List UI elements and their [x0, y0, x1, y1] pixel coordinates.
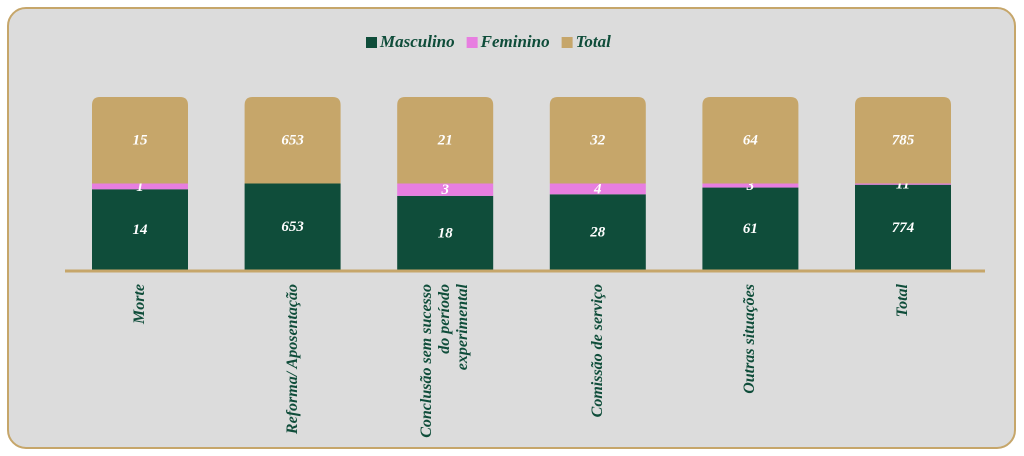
bar-segment [397, 183, 494, 196]
bar-segment [855, 183, 951, 185]
category-label: Outras situações [741, 284, 759, 394]
bar-segment [702, 187, 799, 270]
bar-segment [397, 97, 494, 184]
legend-swatch [561, 37, 573, 48]
category-label: Comissão de serviço [588, 284, 606, 418]
bar-segment [92, 183, 188, 190]
bar-segment [244, 183, 341, 270]
category-label: Reforma/ Aposentação [283, 284, 301, 435]
value-label: 785 [892, 133, 915, 149]
bar-segment [92, 97, 188, 184]
bar-segment [702, 97, 799, 184]
bar-segment [702, 183, 799, 188]
legend-swatch [466, 37, 478, 48]
category-label: Morte [131, 284, 148, 324]
bar-segment [549, 97, 646, 184]
value-label: 61 [743, 221, 758, 237]
value-label: 28 [589, 225, 606, 241]
category-label: Conclusão sem sucesso do período experim… [418, 284, 472, 438]
value-label: 4 [593, 181, 602, 197]
legend-label: Feminino [480, 32, 550, 51]
legend-label: Masculino [379, 32, 455, 51]
value-label: 3 [746, 178, 755, 194]
value-label: 3 [440, 182, 449, 198]
value-label: 32 [589, 133, 606, 149]
value-label: 14 [133, 222, 149, 238]
category-label: Total [894, 284, 911, 318]
bar-segment [549, 183, 646, 195]
legend-swatch [366, 37, 377, 48]
bar-segment [397, 195, 494, 270]
value-label: 774 [892, 220, 915, 236]
bar-segment [855, 97, 951, 184]
bar-segment [549, 194, 646, 270]
value-label: 18 [438, 225, 454, 241]
value-label: 1 [136, 179, 144, 195]
legend-label: Total [576, 32, 612, 51]
value-label: 64 [743, 133, 759, 149]
value-label: 15 [133, 133, 149, 149]
value-label: 653 [281, 133, 304, 149]
bar-segment [244, 97, 341, 184]
value-label: 21 [437, 133, 453, 149]
value-label: 653 [281, 219, 304, 235]
bar-segment [92, 189, 188, 270]
bar-segment [855, 184, 951, 270]
